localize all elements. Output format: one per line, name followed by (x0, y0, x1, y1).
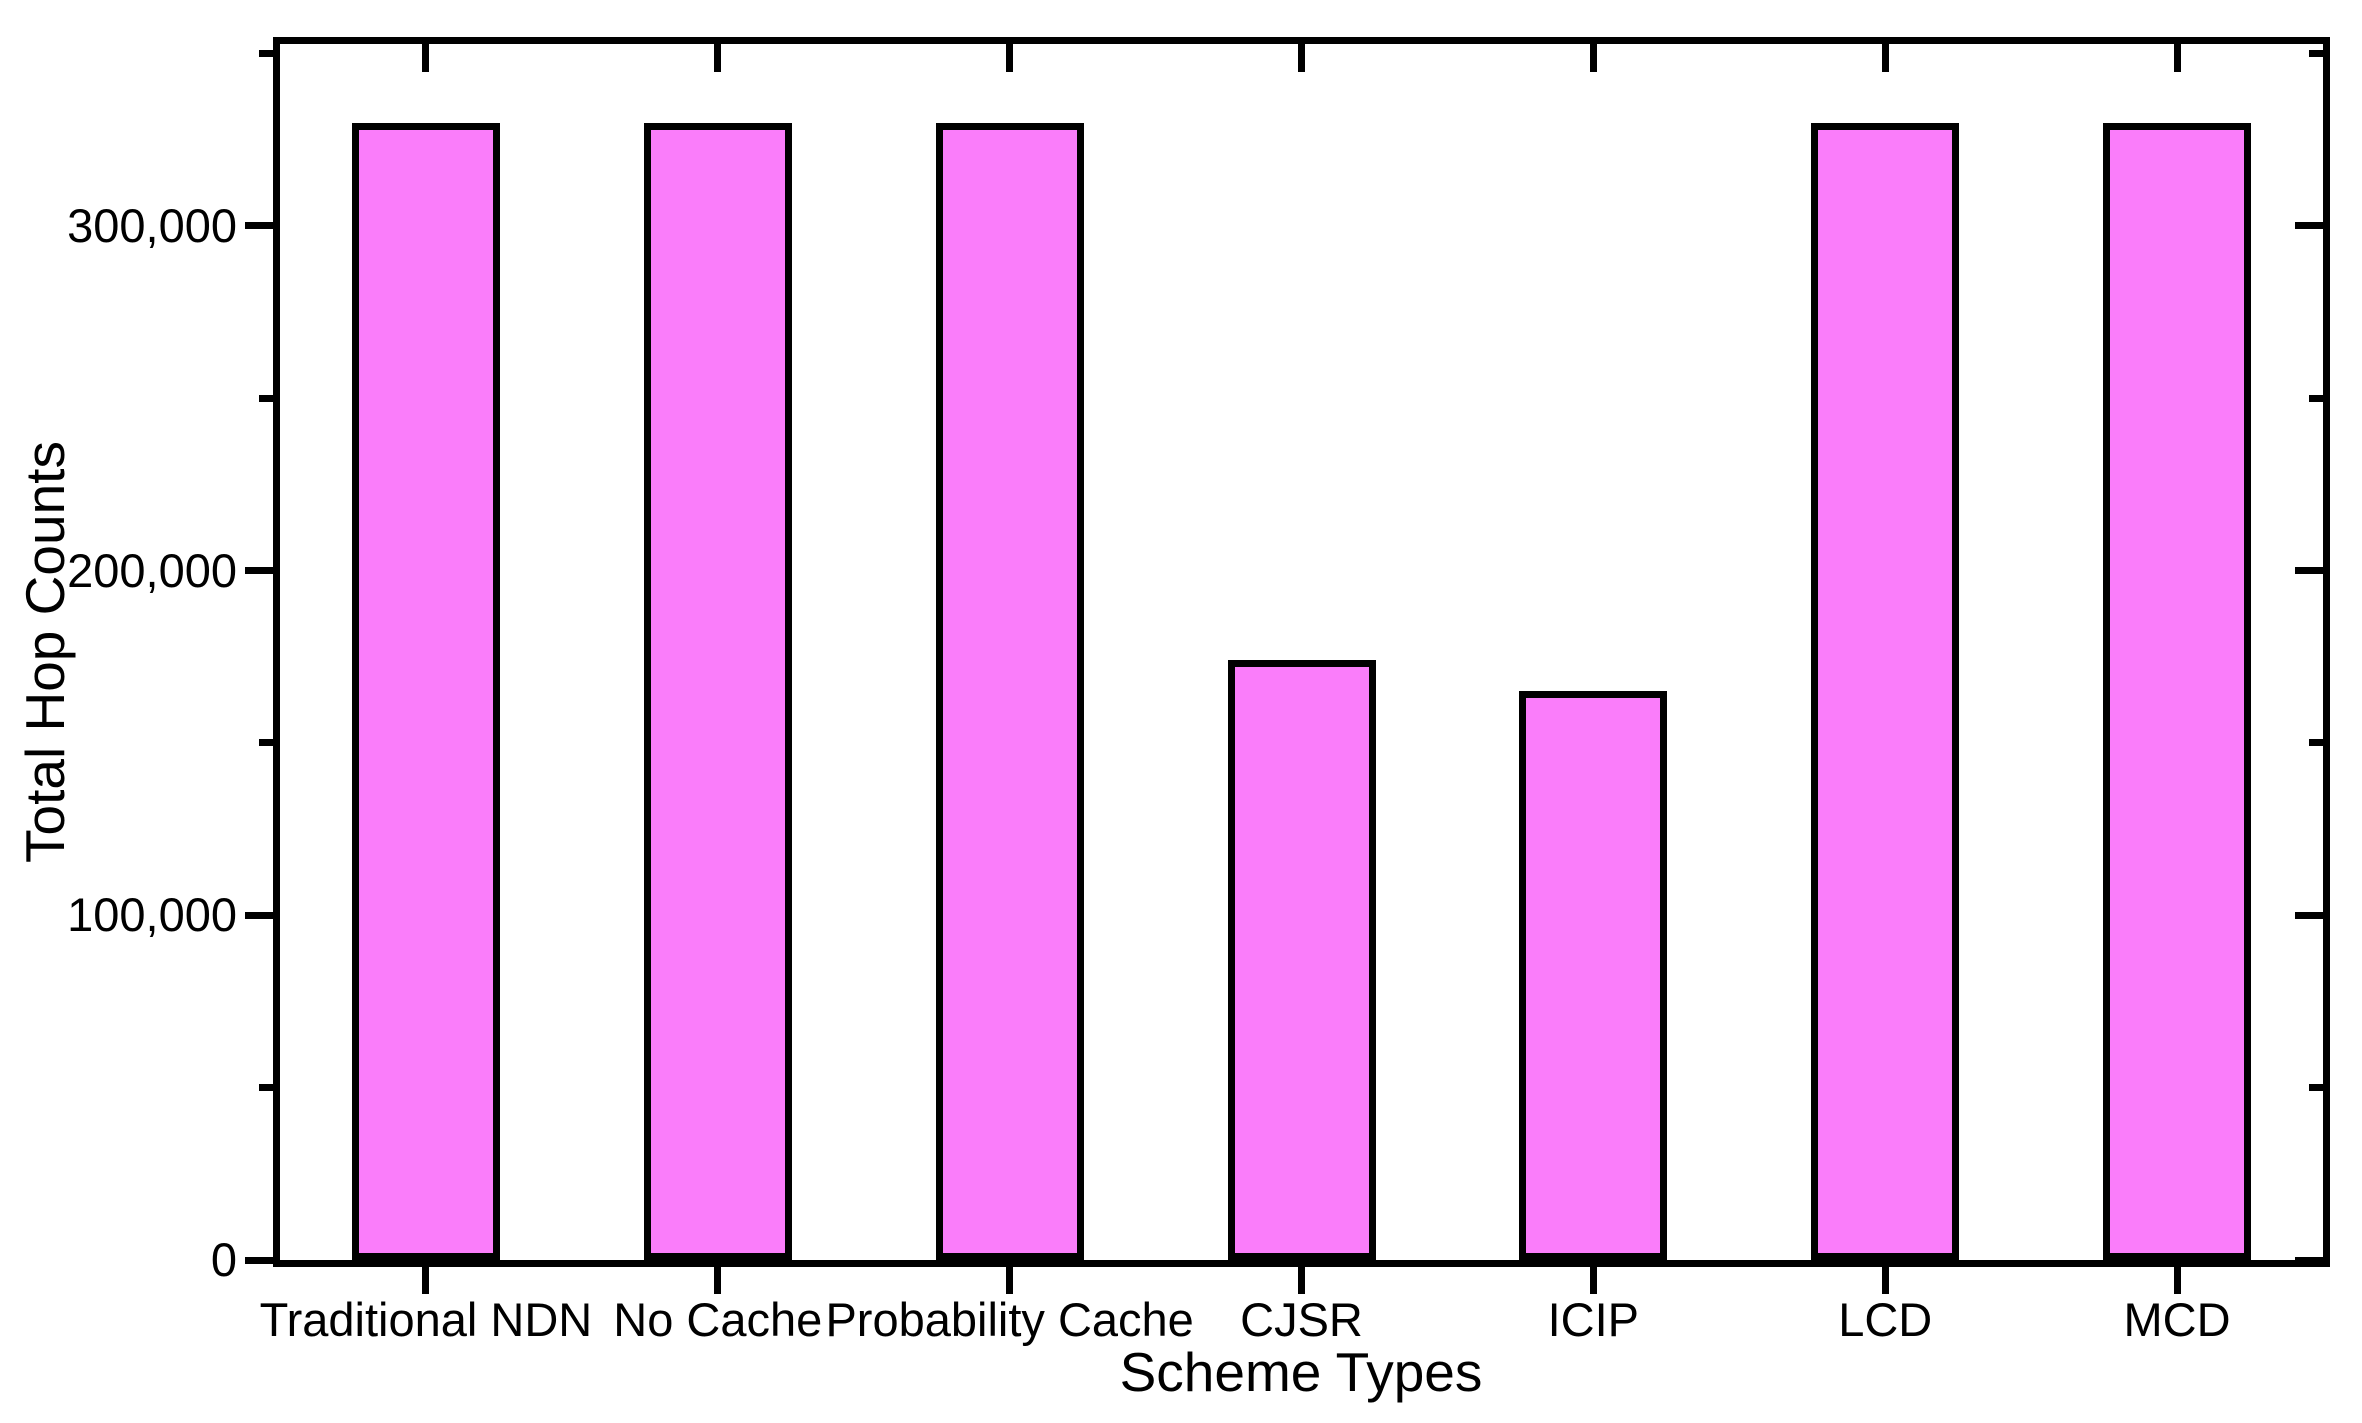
y-major-tick-left (245, 567, 275, 575)
x-tick-bottom (1589, 1266, 1597, 1294)
y-minor-tick-right (2309, 1084, 2325, 1092)
x-tick-label-no-cache: No Cache (613, 1293, 823, 1346)
y-tick-label: 300,000 (67, 198, 237, 252)
x-tick-label-lcd: LCD (1838, 1293, 1933, 1346)
x-tick-label-probability-cache: Probability Cache (825, 1293, 1194, 1346)
y-tick-label: 0 (210, 1233, 237, 1286)
x-tick-label-cjsr: CJSR (1240, 1293, 1363, 1346)
y-minor-tick-left (259, 394, 275, 402)
y-minor-tick-left (259, 739, 275, 747)
bar-lcd (1811, 122, 1960, 1260)
x-tick-top (1298, 44, 1305, 72)
bar-mcd (2103, 122, 2252, 1260)
y-major-tick-left (245, 222, 275, 230)
y-minor-tick-right (2309, 739, 2325, 747)
x-tick-label-mcd: MCD (2123, 1293, 2231, 1346)
bar-cjsr (1227, 660, 1376, 1260)
x-tick-bottom (2173, 1266, 2181, 1294)
x-tick-top (422, 44, 430, 72)
x-tick-bottom (1006, 1266, 1014, 1294)
x-tick-top (714, 44, 722, 72)
y-minor-tick-right (2309, 50, 2325, 58)
y-major-tick-right (2295, 567, 2325, 575)
x-tick-label-icip: ICIP (1547, 1293, 1640, 1346)
y-major-tick-right (2295, 1256, 2325, 1264)
y-minor-tick-left (259, 50, 275, 58)
y-minor-tick-left (259, 1084, 275, 1092)
x-tick-top (2173, 44, 2181, 72)
x-tick-label-traditional-ndn: Traditional NDN (259, 1293, 593, 1346)
y-major-tick-left (245, 911, 275, 919)
x-tick-bottom (714, 1266, 722, 1294)
x-tick-bottom (422, 1266, 430, 1294)
bar-traditional-ndn (351, 122, 500, 1260)
bar-no-cache (643, 122, 792, 1260)
y-axis-title: Total Hop Counts (14, 441, 76, 863)
y-minor-tick-right (2309, 394, 2325, 402)
x-tick-top (1881, 44, 1889, 72)
y-major-tick-right (2295, 911, 2325, 919)
x-tick-bottom (1298, 1266, 1305, 1294)
bar-probability-cache (935, 122, 1084, 1260)
y-tick-label: 100,000 (67, 888, 237, 942)
y-major-tick-left (245, 1256, 275, 1264)
x-tick-top (1589, 44, 1597, 72)
bar-icip (1519, 691, 1668, 1260)
x-tick-top (1006, 44, 1014, 72)
y-tick-label: 200,000 (67, 543, 237, 597)
y-major-tick-right (2295, 222, 2325, 230)
x-tick-bottom (1881, 1266, 1889, 1294)
x-axis-title: Scheme Types (1119, 1341, 1483, 1403)
